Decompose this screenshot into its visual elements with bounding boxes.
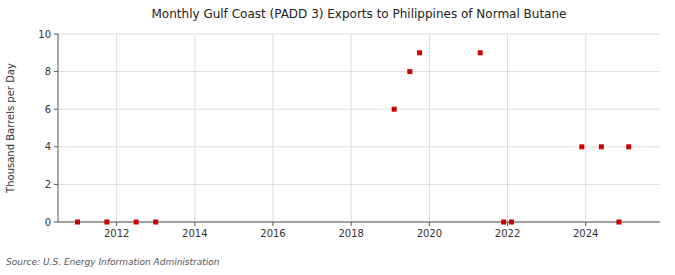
x-tick-label: 2020 xyxy=(417,228,442,239)
x-tick xyxy=(429,222,430,226)
x-grid-line xyxy=(507,34,508,222)
point xyxy=(104,220,109,225)
y-grid-line xyxy=(58,34,660,35)
point xyxy=(509,220,514,225)
page: {"chart_data": {"type": "scatter", "titl… xyxy=(0,0,675,275)
point xyxy=(626,144,631,149)
y-tick xyxy=(54,71,58,72)
x-tick-label: 2024 xyxy=(573,228,598,239)
x-grid-line xyxy=(351,34,352,222)
point xyxy=(501,220,506,225)
y-tick-label: 10 xyxy=(38,29,51,40)
x-grid-line xyxy=(585,34,586,222)
y-tick xyxy=(54,184,58,185)
y-grid-line xyxy=(58,184,660,185)
ticks: 2012 2014 2016 2018 2020 2022 2024 0 2 4 6 8 10 xyxy=(38,29,598,240)
y-axis-label: Thousand Barrels per Day xyxy=(5,63,16,194)
source-note: Source: U.S. Energy Information Administ… xyxy=(6,257,220,267)
y-tick-label: 0 xyxy=(45,217,51,228)
x-tick xyxy=(507,222,508,226)
title: Monthly Gulf Coast (PADD 3) Exports to P… xyxy=(152,7,567,21)
x-tick-label: 2016 xyxy=(260,228,285,239)
x-tick xyxy=(585,222,586,226)
x-tick xyxy=(351,222,352,226)
chart: 2012 2014 2016 2018 2020 2022 2024 0 2 4 6 8 10 Month… xyxy=(0,0,675,275)
point xyxy=(599,144,604,149)
grid xyxy=(58,34,660,222)
y-axis-line xyxy=(58,34,59,222)
x-grid-line xyxy=(194,34,195,222)
x-tick-label: 2022 xyxy=(495,228,520,239)
point xyxy=(153,220,158,225)
point xyxy=(407,69,412,74)
x-tick xyxy=(194,222,195,226)
y-grid-line xyxy=(58,146,660,147)
x-axis-line xyxy=(58,222,660,223)
points xyxy=(75,50,631,224)
point xyxy=(478,50,483,55)
y-grid-line xyxy=(58,71,660,72)
x-grid-line xyxy=(273,34,274,222)
y-grid-line xyxy=(58,222,660,223)
x-grid-line xyxy=(429,34,430,222)
x-tick-label: 2014 xyxy=(182,228,207,239)
y-tick-label: 6 xyxy=(45,104,51,115)
x-tick-label: 2012 xyxy=(104,228,129,239)
x-tick xyxy=(116,222,117,226)
y-tick-label: 2 xyxy=(45,179,51,190)
point xyxy=(134,220,139,225)
y-tick xyxy=(54,146,58,147)
y-tick xyxy=(54,34,58,35)
x-grid-line xyxy=(116,34,117,222)
point xyxy=(616,220,621,225)
x-tick xyxy=(273,222,274,226)
y-grid-line xyxy=(58,109,660,110)
point xyxy=(579,144,584,149)
y-tick xyxy=(54,222,58,223)
y-tick-label: 4 xyxy=(45,141,51,152)
y-tick xyxy=(54,109,58,110)
point xyxy=(392,107,397,112)
y-tick-label: 8 xyxy=(45,66,51,77)
point xyxy=(75,220,80,225)
x-tick-label: 2018 xyxy=(338,228,363,239)
point xyxy=(417,50,422,55)
